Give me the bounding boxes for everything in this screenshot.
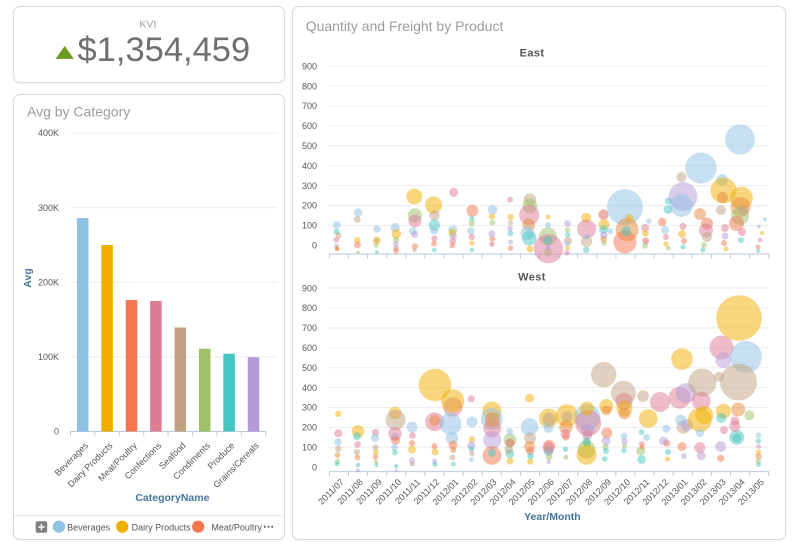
svg-text:800: 800 [302,81,317,91]
svg-text:300: 300 [302,181,317,191]
svg-text:0: 0 [54,427,59,437]
svg-text:East: East [520,48,545,60]
svg-text:Dairy Products: Dairy Products [132,522,192,532]
svg-text:0: 0 [312,462,317,472]
svg-text:200: 200 [302,423,317,433]
svg-text:Avg: Avg [22,268,34,287]
svg-text:KVI: KVI [139,18,156,30]
svg-text:$1,354,459: $1,354,459 [78,31,251,69]
svg-text:Meat/Poultry: Meat/Poultry [211,522,262,532]
svg-text:100: 100 [302,443,317,453]
svg-text:200: 200 [302,201,317,211]
svg-text:300K: 300K [38,203,59,213]
svg-text:300: 300 [302,403,317,413]
svg-text:500: 500 [302,363,317,373]
svg-text:100: 100 [302,221,317,231]
svg-text:900: 900 [302,283,317,293]
svg-text:⋯: ⋯ [263,521,274,533]
svg-text:200K: 200K [38,277,59,287]
svg-text:Avg by Category: Avg by Category [27,103,130,119]
svg-text:0: 0 [312,241,317,251]
svg-text:900: 900 [302,61,317,71]
svg-text:Quantity and Freight by Produc: Quantity and Freight by Product [306,18,504,34]
svg-text:CategoryName: CategoryName [135,492,209,504]
svg-text:100K: 100K [38,352,59,362]
svg-text:West: West [518,272,546,284]
svg-text:400K: 400K [38,128,59,138]
svg-text:600: 600 [302,121,317,131]
svg-text:400: 400 [302,161,317,171]
svg-text:500: 500 [302,141,317,151]
svg-text:600: 600 [302,343,317,353]
svg-text:800: 800 [302,303,317,313]
svg-text:400: 400 [302,383,317,393]
svg-text:Year/Month: Year/Month [524,511,581,523]
svg-text:Beverages: Beverages [67,522,111,532]
svg-text:700: 700 [302,323,317,333]
svg-text:700: 700 [302,101,317,111]
